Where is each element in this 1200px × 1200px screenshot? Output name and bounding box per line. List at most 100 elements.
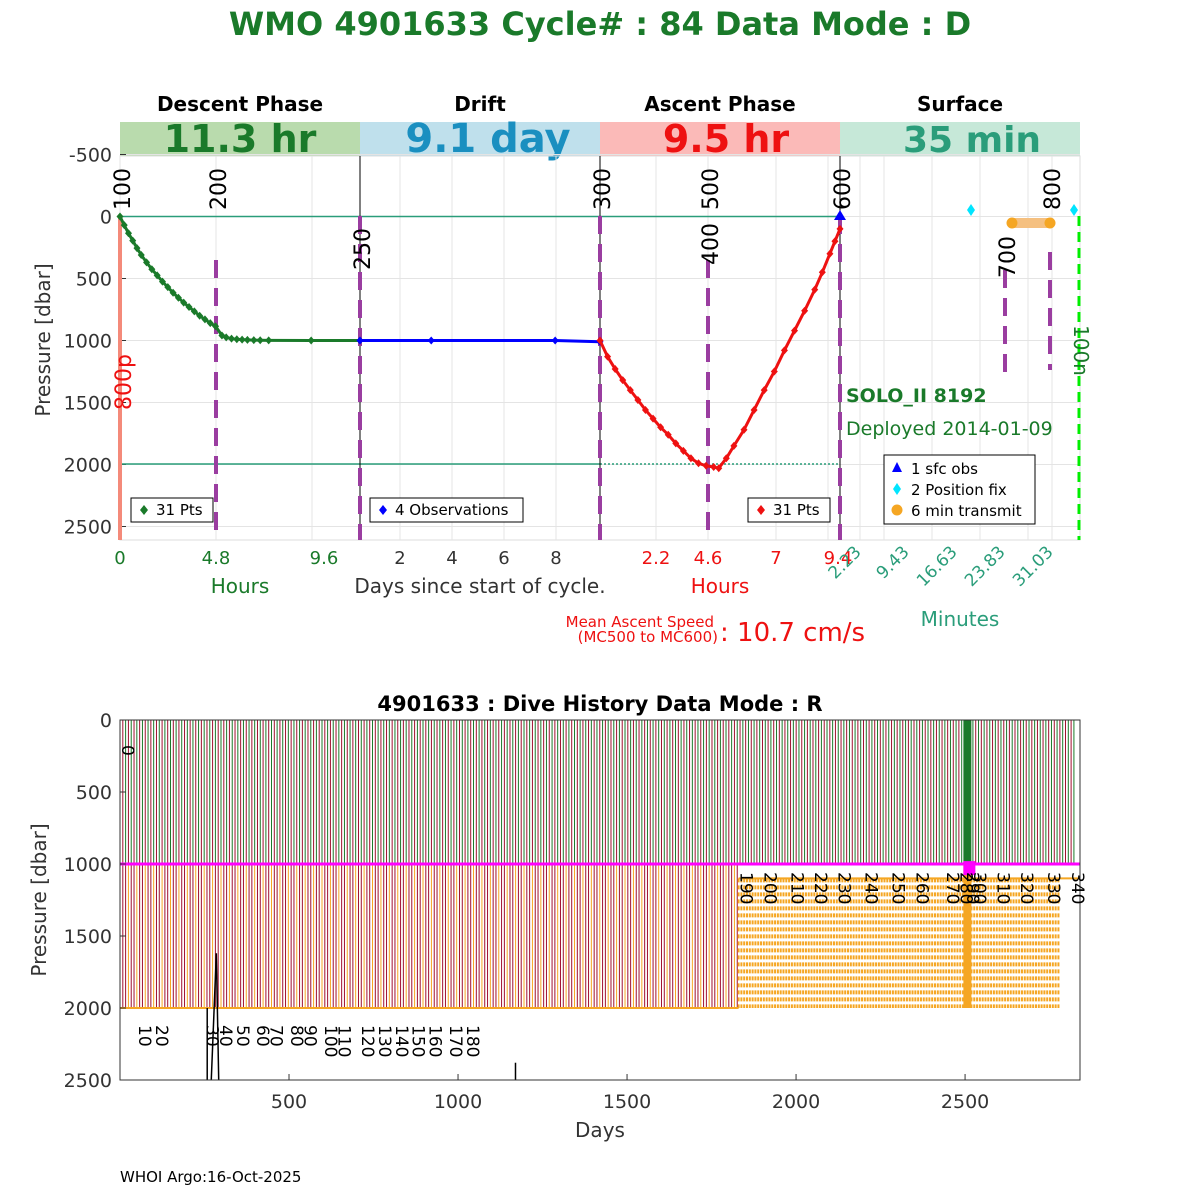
x-tick-label-surface: 9.43 — [873, 542, 914, 583]
current-cycle-park — [963, 861, 976, 876]
data-point-descent — [120, 221, 128, 230]
data-point-descent — [137, 250, 145, 259]
legend-surface-obs: 1 sfc obs — [911, 460, 978, 478]
data-point-descent — [265, 336, 273, 345]
msg-label-100: 100 — [111, 168, 136, 210]
data-point-descent — [174, 293, 182, 302]
data-point-ascent — [740, 425, 748, 434]
data-point-descent — [148, 265, 156, 274]
data-point-drift — [427, 336, 435, 345]
cycle-number-label: 330 — [1043, 872, 1063, 904]
position-fix-2 — [1070, 204, 1078, 216]
data-point-descent — [206, 319, 214, 328]
data-point-descent — [129, 236, 137, 245]
data-point-ascent — [641, 405, 649, 414]
data-point-descent — [124, 229, 132, 238]
legend-surface: 1 sfc obs 2 Position fix 6 min transmit — [883, 454, 1036, 525]
data-point-ascent — [657, 423, 665, 432]
cycle-number-label: 150 — [408, 1025, 428, 1057]
data-point-ascent — [710, 462, 718, 471]
data-point-ascent — [649, 414, 657, 423]
dive-history-title: 4901633 : Dive History Data Mode : R — [377, 692, 822, 716]
cycle-number-label: 200 — [759, 872, 779, 904]
cycle-number-label: 70 — [266, 1025, 286, 1047]
anomaly-spike — [210, 953, 220, 1081]
legend-ascent-label: 31 Pts — [773, 501, 820, 519]
cycle-number-label: 50 — [232, 1025, 252, 1047]
data-point-ascent — [770, 367, 778, 376]
cycle-number-label: 250 — [888, 872, 908, 904]
data-point-ascent — [634, 396, 642, 405]
data-point-ascent — [679, 446, 687, 455]
side-label-right: 100n — [1069, 325, 1093, 376]
msg-label-600: 600 — [831, 168, 856, 210]
position-fix-1 — [967, 204, 975, 216]
data-point-ascent — [664, 430, 672, 439]
float-model: SOLO_II 8192 — [846, 385, 987, 407]
legend-transmit: 6 min transmit — [911, 502, 1022, 520]
data-point-descent — [243, 335, 251, 344]
data-point-descent — [169, 288, 177, 297]
current-cycle-lower — [963, 864, 972, 1008]
dh-y-tick-label: 1500 — [64, 926, 112, 948]
dh-x-tick-label: 2000 — [772, 1091, 820, 1113]
dive-history-ylabel: Pressure [dbar] — [27, 823, 51, 976]
data-point-descent — [158, 277, 166, 286]
data-point-descent — [133, 244, 141, 253]
cycle-number-label: 90 — [300, 1025, 320, 1047]
legend-drift: 4 Observations — [369, 497, 524, 523]
current-cycle-upper — [963, 720, 972, 864]
phase-name-surface: Surface — [917, 92, 1003, 116]
data-point-ascent — [722, 454, 730, 463]
cycle-number-label: 180 — [462, 1025, 482, 1057]
data-point-ascent — [604, 352, 612, 361]
dh-x-tick-label: 1500 — [603, 1091, 651, 1113]
cycle-number-label: 130 — [374, 1025, 394, 1057]
phase-name-descent: Descent Phase — [157, 92, 323, 116]
data-point-ascent — [687, 454, 695, 463]
data-point-ascent — [611, 365, 619, 374]
msg-label-250: 250 — [351, 228, 376, 270]
cycle-number-label: 0 — [117, 745, 137, 756]
data-point-descent — [201, 315, 209, 324]
cycle-number-label: 190 — [736, 872, 756, 904]
cycle-number-label: 80 — [286, 1025, 306, 1047]
cycle-number-label: 210 — [786, 872, 806, 904]
x-tick-label: 4.6 — [694, 548, 723, 569]
y-tick-label: 2500 — [64, 517, 112, 539]
x-tick-label: 8 — [550, 548, 561, 569]
data-point-descent — [233, 335, 241, 344]
data-point-ascent — [826, 249, 834, 258]
cycle-number-label: 220 — [810, 872, 830, 904]
transmit-end — [1044, 217, 1056, 229]
dive-history-xlabel: Days — [575, 1118, 625, 1142]
cycle-number-label: 340 — [1067, 872, 1087, 904]
data-point-ascent — [791, 326, 799, 335]
data-point-ascent — [836, 224, 844, 233]
cycle-number-label: 20 — [151, 1025, 171, 1047]
x-tick-label: 9.4 — [824, 548, 853, 569]
data-point-ascent — [811, 285, 819, 294]
x-tick-label: 2.2 — [642, 548, 671, 569]
data-point-descent — [307, 336, 315, 345]
msg-label-500: 500 — [699, 168, 724, 210]
y-tick-label: 500 — [76, 269, 112, 291]
data-point-drift — [356, 336, 364, 345]
transmit-start — [1006, 217, 1018, 229]
legend-descent: 31 Pts — [130, 497, 214, 523]
data-point-descent — [228, 334, 236, 343]
xlabel-days: Days since start of cycle. — [354, 574, 605, 598]
msg-label-300: 300 — [591, 168, 616, 210]
x-tick-label: 7 — [770, 548, 781, 569]
y-tick-label: 1500 — [64, 393, 112, 415]
dh-y-tick-label: 2500 — [64, 1070, 112, 1092]
data-point-ascent — [702, 461, 710, 470]
float-deployed: Deployed 2014-01-09 — [846, 418, 1053, 440]
data-point-descent — [222, 333, 230, 342]
dive-history-frame — [119, 719, 1081, 1081]
data-point-descent — [250, 336, 258, 345]
dh-y-tick-label: 1000 — [64, 854, 112, 876]
data-point-descent — [238, 335, 246, 344]
dh-x-tick-label: 1000 — [434, 1091, 482, 1113]
